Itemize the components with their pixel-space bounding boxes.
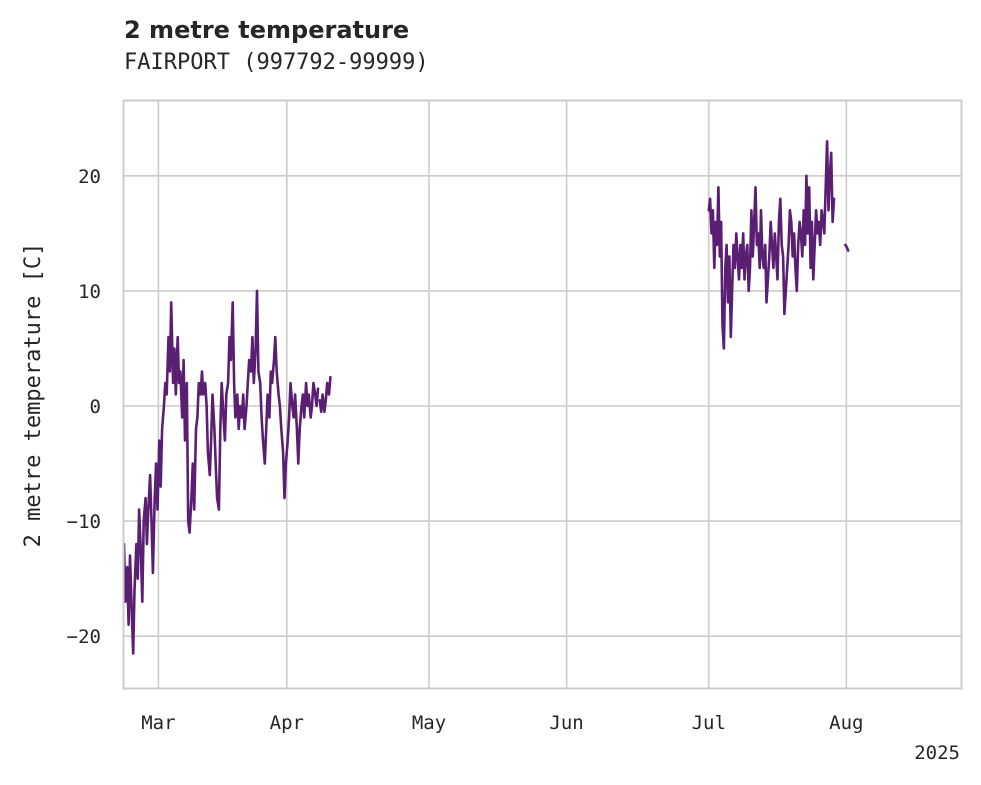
y-axis-label: 2 metre temperature [C] bbox=[21, 243, 46, 548]
x-tick-label: Mar bbox=[141, 712, 175, 734]
x-tick-label: Aug bbox=[829, 712, 863, 734]
y-gridlines bbox=[124, 175, 961, 638]
y-tick-label: 0 bbox=[90, 396, 101, 418]
y-tick-labels: −20 −10 0 10 20 bbox=[67, 166, 101, 648]
x-gridlines bbox=[157, 101, 848, 688]
chart-title: 2 metre temperature bbox=[124, 16, 410, 44]
y-tick-label: −10 bbox=[67, 511, 101, 533]
x-tick-label: Jun bbox=[549, 712, 583, 734]
x-tick-label: May bbox=[412, 712, 446, 734]
x-tick-labels: Mar Apr May Jun Jul Aug bbox=[141, 712, 863, 734]
chart-subtitle: FAIRPORT (997792-99999) bbox=[124, 50, 429, 75]
x-offset-label: 2025 bbox=[914, 742, 960, 764]
plot-frame bbox=[122, 99, 963, 690]
x-tick-label: Apr bbox=[270, 712, 304, 734]
x-tick-label: Jul bbox=[692, 712, 726, 734]
y-tick-label: 10 bbox=[78, 281, 101, 303]
y-tick-label: −20 bbox=[67, 626, 101, 648]
y-tick-label: 20 bbox=[78, 166, 101, 188]
temperature-series-line bbox=[318, 375, 332, 414]
temperature-series-line bbox=[122, 289, 320, 655]
temperature-series-line bbox=[707, 140, 836, 350]
series-lines bbox=[122, 140, 850, 655]
temperature-series-line bbox=[844, 243, 850, 252]
